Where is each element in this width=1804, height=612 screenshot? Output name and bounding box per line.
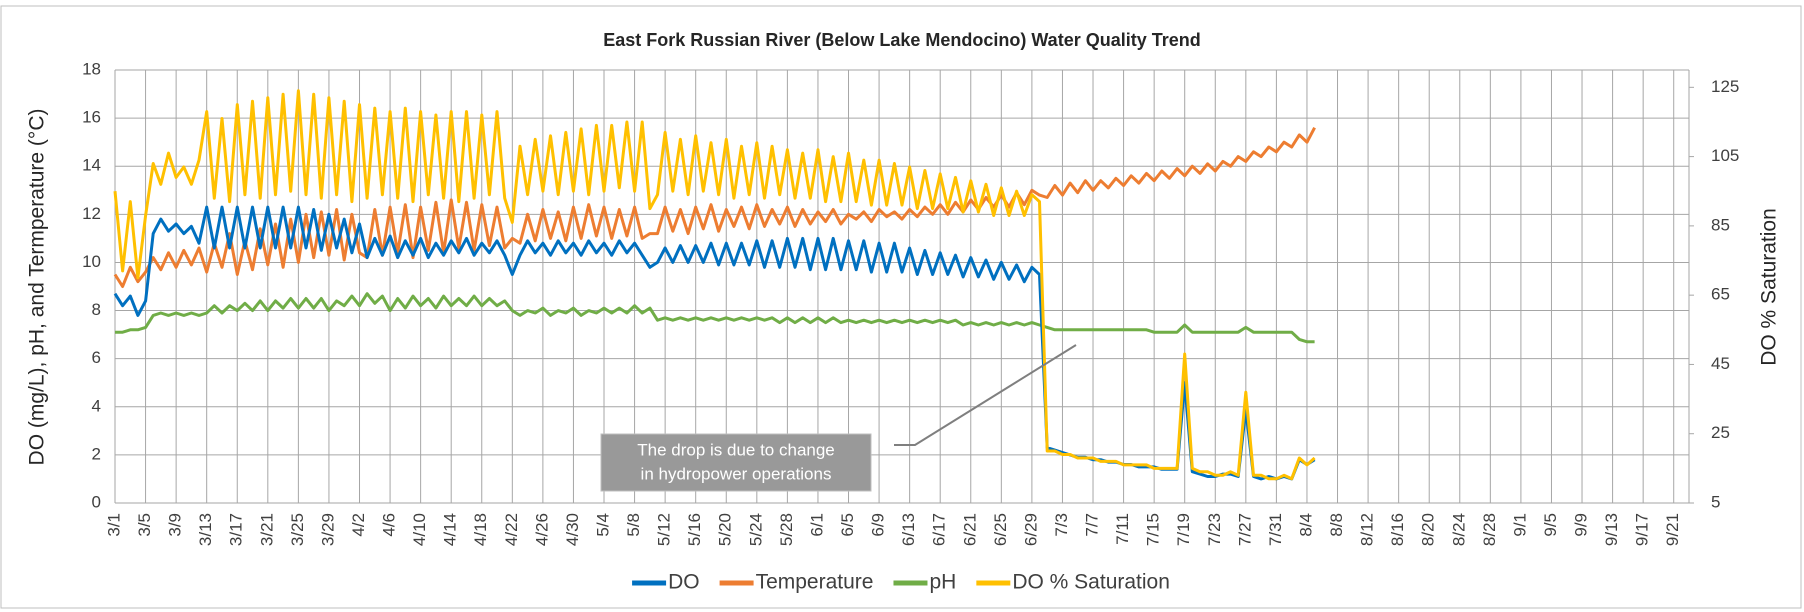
chart-title: East Fork Russian River (Below Lake Mend… — [603, 30, 1200, 50]
x-tick-label: 3/21 — [257, 513, 276, 546]
x-tick-label: 9/17 — [1633, 513, 1652, 546]
y-tick-label: 8 — [92, 300, 101, 319]
x-tick-label: 3/17 — [227, 513, 246, 546]
x-tick-label: 7/15 — [1144, 513, 1163, 546]
x-tick-label: 3/29 — [318, 513, 337, 546]
x-tick-label: 7/27 — [1235, 513, 1254, 546]
x-tick-label: 5/12 — [655, 513, 674, 546]
x-tick-label: 4/2 — [349, 513, 368, 537]
x-tick-label: 4/26 — [532, 513, 551, 546]
y2-tick-label: 105 — [1711, 146, 1739, 165]
x-tick-label: 8/28 — [1480, 513, 1499, 546]
x-tick-label: 6/21 — [960, 513, 979, 546]
x-tick-label: 9/1 — [1510, 513, 1529, 537]
x-tick-label: 9/5 — [1541, 513, 1560, 537]
x-tick-label: 5/8 — [624, 513, 643, 537]
x-tick-label: 4/22 — [502, 513, 521, 546]
x-tick-label: 3/25 — [288, 513, 307, 546]
x-tick-label: 5/24 — [746, 513, 765, 546]
x-tick-label: 7/3 — [1052, 513, 1071, 537]
x-tick-label: 6/9 — [869, 513, 888, 537]
x-tick-label: 7/11 — [1113, 513, 1132, 545]
legend-label: pH — [929, 571, 956, 594]
y-axis-label: DO (mg/L), pH, and Termperature (°C) — [26, 109, 49, 466]
annotation-line: in hydropower operations — [641, 464, 832, 483]
y-tick-label: 6 — [92, 348, 101, 367]
x-tick-label: 6/13 — [899, 513, 918, 546]
y2-tick-label: 85 — [1711, 215, 1730, 234]
x-tick-label: 5/20 — [716, 513, 735, 546]
x-tick-label: 6/1 — [807, 513, 826, 537]
y2-tick-label: 45 — [1711, 354, 1730, 373]
y2-tick-label: 25 — [1711, 423, 1730, 442]
x-tick-label: 5/4 — [593, 513, 612, 537]
x-tick-label: 5/16 — [685, 513, 704, 546]
legend-label: DO % Saturation — [1012, 571, 1170, 594]
x-tick-label: 3/5 — [135, 513, 154, 537]
x-tick-label: 9/9 — [1572, 513, 1591, 537]
x-tick-label: 8/12 — [1358, 513, 1377, 546]
x-tick-label: 8/16 — [1388, 513, 1407, 546]
series-line — [113, 89, 1316, 481]
x-tick-label: 8/24 — [1449, 513, 1468, 546]
x-tick-label: 3/9 — [166, 513, 185, 537]
x-tick-label: 6/17 — [930, 513, 949, 546]
y-tick-label: 0 — [92, 492, 101, 511]
annotation-box — [600, 433, 872, 492]
y2-tick-label: 5 — [1711, 492, 1720, 511]
x-tick-label: 7/7 — [1083, 513, 1102, 537]
x-tick-label: 8/20 — [1419, 513, 1438, 546]
y2-axis-label: DO % Saturation — [1758, 208, 1781, 366]
y-tick-label: 14 — [82, 156, 101, 175]
y-tick-label: 12 — [82, 204, 101, 223]
x-tick-label: 7/19 — [1174, 513, 1193, 546]
series-line — [113, 127, 1316, 288]
x-tick-label: 5/28 — [777, 513, 796, 546]
x-tick-label: 9/21 — [1663, 513, 1682, 546]
x-tick-label: 4/14 — [441, 513, 460, 546]
x-tick-label: 4/18 — [471, 513, 490, 546]
x-tick-label: 3/13 — [196, 513, 215, 546]
legend-label: DO — [668, 571, 700, 594]
y-tick-label: 10 — [82, 252, 101, 271]
x-tick-label: 3/1 — [104, 513, 123, 537]
x-tick-label: 8/4 — [1296, 513, 1315, 537]
x-tick-label: 6/5 — [838, 513, 857, 537]
x-tick-label: 6/25 — [991, 513, 1010, 546]
x-tick-label: 4/30 — [563, 513, 582, 546]
x-tick-label: 8/8 — [1327, 513, 1346, 537]
x-tick-label: 4/10 — [410, 513, 429, 546]
y-tick-label: 2 — [92, 444, 101, 463]
legend-label: Temperature — [756, 571, 874, 594]
x-tick-label: 9/13 — [1602, 513, 1621, 546]
y2-tick-label: 125 — [1711, 77, 1739, 96]
y-tick-label: 18 — [82, 59, 101, 78]
y-tick-label: 4 — [92, 396, 101, 415]
x-tick-label: 7/31 — [1266, 513, 1285, 546]
x-tick-label: 7/23 — [1205, 513, 1224, 546]
series-line — [115, 292, 1315, 344]
y-tick-label: 16 — [82, 108, 101, 127]
legend: DO Temperature pH DO % Saturation — [632, 571, 1170, 594]
y2-tick-label: 65 — [1711, 285, 1730, 304]
x-tick-label: 4/6 — [380, 513, 399, 537]
callout-line — [894, 344, 1077, 446]
annotation-line: The drop is due to change — [637, 440, 835, 459]
lines — [113, 89, 1316, 481]
x-tick-label: 6/29 — [1021, 513, 1040, 546]
